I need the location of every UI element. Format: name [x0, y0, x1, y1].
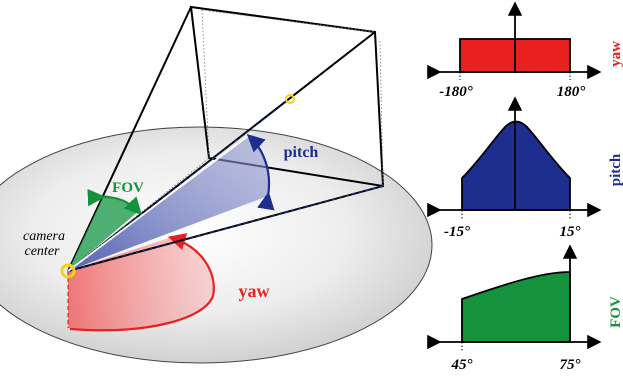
fov-label: FOV [112, 180, 144, 196]
fov-arc-arrow [87, 188, 143, 216]
pitch-sector [68, 135, 269, 271]
optical-axis-dashed [67, 98, 291, 272]
frustum-hidden-vertical [201, 9, 210, 159]
fov-distribution-plot: 45° 75° FOV [427, 244, 623, 373]
fov-min-label: 45° [451, 357, 473, 373]
yaw-max-label: 180° [557, 84, 586, 100]
fov-plot-label: FOV [608, 296, 623, 328]
pitch-horizontal-dashed [67, 185, 384, 272]
camera-label-line1: camera [23, 229, 65, 244]
yaw-distribution-plot: -180° 180° yaw [427, 1, 623, 100]
pitch-arc-arrow [246, 134, 275, 211]
pitch-distribution-fill [461, 120, 571, 211]
frustum-edge-top-left [67, 6, 192, 272]
optical-axis-target-point [285, 94, 295, 104]
pitch-ray [67, 132, 253, 272]
frustum-hidden-edge [67, 157, 210, 272]
pitch-min-label: -15° [444, 224, 470, 240]
pitch-distribution-plot: -15° 15° pitch [427, 96, 623, 240]
fov-max-label: 75° [560, 357, 581, 373]
yaw-min-label: -180° [439, 84, 473, 100]
fov-distribution-fill [461, 271, 571, 343]
pitch-plot-label: pitch [608, 153, 623, 186]
frustum-hidden-top [201, 9, 376, 33]
yaw-arc-arrow [69, 233, 215, 332]
camera-center-point [60, 263, 76, 279]
yaw-plot-label: yaw [608, 41, 623, 67]
pitch-label: pitch [284, 144, 319, 161]
pitch-max-label: 15° [560, 224, 581, 240]
camera-label-line2: center [25, 244, 61, 259]
yaw-label: yaw [239, 281, 270, 301]
